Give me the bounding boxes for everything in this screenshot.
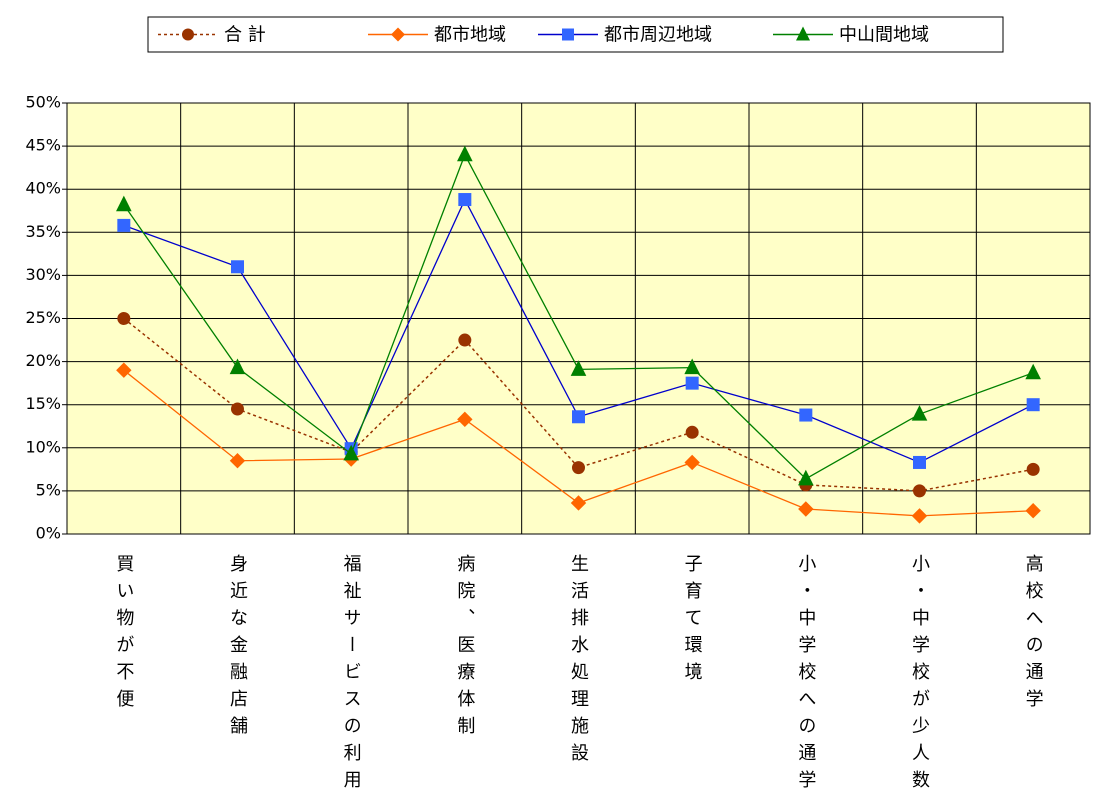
x-tick-label: 福祉サービスの利用 (341, 554, 362, 797)
legend-marker (562, 28, 574, 41)
x-tick-label: 高校への通学 (1023, 554, 1044, 716)
marker (572, 461, 585, 475)
marker (798, 501, 814, 517)
marker (1025, 363, 1041, 380)
marker (913, 484, 926, 498)
marker (343, 444, 359, 461)
x-tick-label: 身近な金融店舗 (227, 554, 248, 743)
y-tick-label: 5% (36, 480, 61, 499)
marker (911, 508, 928, 524)
marker (116, 362, 132, 378)
y-tick-label: 10% (25, 437, 61, 456)
marker (117, 312, 131, 325)
x-tick-label: 病院、医療体制 (454, 554, 475, 743)
marker (231, 402, 244, 416)
legend-label: 中山間地域 (839, 25, 929, 46)
legend-label: 都市周辺地域 (604, 25, 712, 46)
legend-marker (391, 27, 405, 42)
y-tick-label: 30% (25, 265, 61, 284)
marker (229, 453, 246, 469)
marker (457, 145, 473, 162)
x-tick-label: 小・中学校への通学 (795, 554, 816, 797)
y-tick-label: 20% (25, 351, 61, 370)
marker (117, 218, 131, 232)
marker (458, 193, 472, 207)
marker (457, 411, 473, 428)
y-tick-label: 45% (25, 136, 61, 155)
marker (913, 455, 926, 469)
marker (1025, 503, 1041, 519)
legend-label: 都市地域 (434, 25, 506, 46)
marker (116, 195, 132, 212)
x-tick-label: 買い物が不便 (113, 554, 134, 716)
x-tick-label: 生活排水処理施設 (568, 554, 589, 770)
marker (685, 376, 699, 390)
y-tick-label: 0% (36, 524, 61, 543)
y-tick-label: 15% (25, 394, 61, 413)
marker (685, 425, 699, 439)
marker (798, 469, 814, 486)
marker (1026, 462, 1040, 476)
legend-marker (182, 28, 194, 41)
legend-marker (796, 26, 810, 41)
marker (570, 495, 587, 511)
legend-label: 合 計 (224, 25, 266, 46)
marker (458, 333, 472, 347)
marker (684, 454, 700, 471)
x-tick-label: 小・中学校が少人数 (909, 554, 930, 797)
marker (684, 358, 700, 375)
marker (799, 408, 813, 422)
marker (911, 405, 928, 421)
y-tick-label: 35% (25, 222, 61, 241)
y-tick-label: 25% (25, 308, 61, 327)
y-tick-label: 40% (25, 179, 61, 198)
marker (229, 358, 246, 375)
marker (572, 410, 585, 424)
y-tick-label: 50% (25, 93, 61, 112)
x-tick-label: 子育て環境 (682, 554, 703, 689)
marker (1026, 398, 1040, 412)
marker (570, 360, 587, 376)
marker (231, 260, 244, 274)
